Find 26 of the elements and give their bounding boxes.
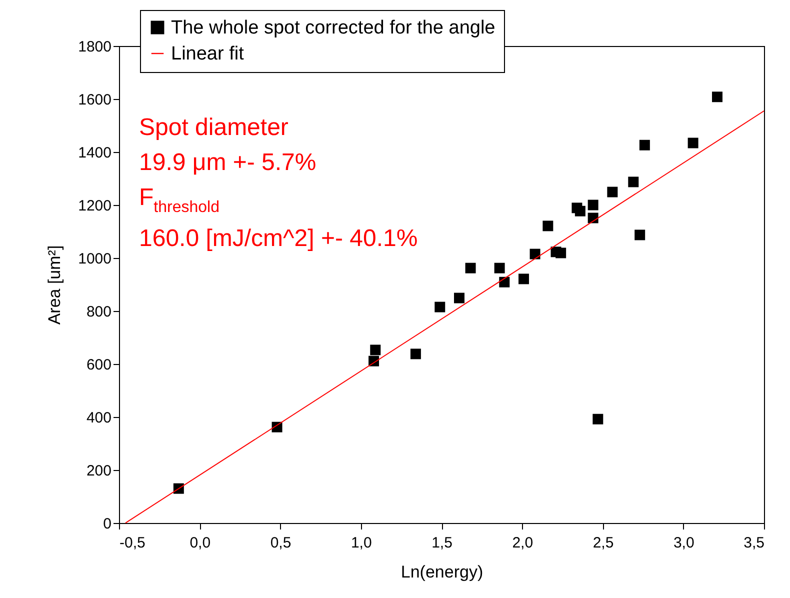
y-tick-label: 1800 [78, 38, 112, 56]
y-tick-label: 400 [86, 410, 112, 426]
legend-label: Linear fit [171, 44, 245, 64]
x-axis-title: Ln(energy) [400, 562, 484, 582]
x-tick-label: 3,0 [673, 534, 694, 552]
x-tick-label: 0,5 [270, 534, 292, 552]
annotation: 19.9 μm +- 5.7% [139, 149, 316, 176]
y-tick-label: 0 [103, 516, 112, 532]
x-tick-label: 0,0 [190, 534, 211, 552]
x-tick-label: -0,5 [120, 534, 146, 552]
y-axis-title: Area [um²] [45, 245, 64, 325]
y-tick-label: 800 [86, 304, 112, 320]
x-tick-label: 3,5 [744, 534, 764, 552]
x-tick-label: 1,5 [432, 534, 452, 552]
y-tick-label: 600 [86, 356, 112, 374]
legend-label: The whole spot corrected for the angle [171, 18, 496, 38]
y-tick-label: 1200 [78, 198, 112, 214]
annotation: Spot diameter [139, 114, 288, 141]
y-tick-label: 1400 [78, 144, 112, 162]
x-tick-label: 2,5 [592, 534, 614, 552]
y-tick-label: 200 [86, 462, 112, 480]
y-tick-label: 1600 [78, 92, 112, 108]
x-tick-label: 2,0 [512, 534, 534, 552]
x-tick-label: 1,0 [350, 534, 372, 552]
y-tick-label: 1000 [78, 250, 112, 268]
annotation: 160.0 [mJ/cm^2] +- 40.1% [139, 225, 418, 252]
